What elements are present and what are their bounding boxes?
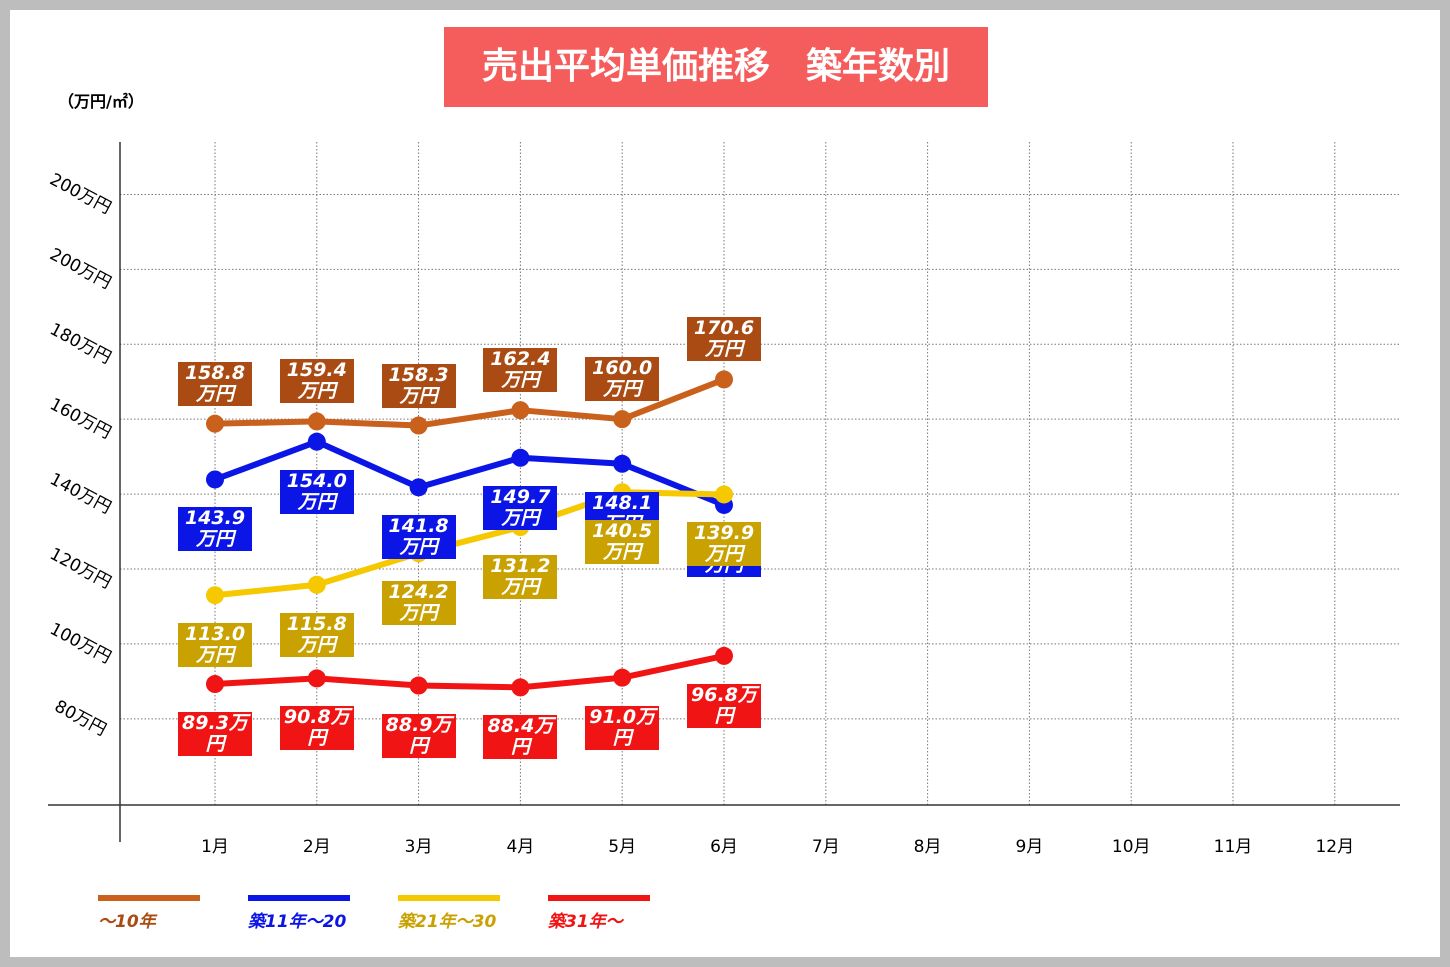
x-tick-label: 10月: [1112, 837, 1151, 857]
series-line: [213, 438, 726, 508]
data-label: 113.0万円: [178, 623, 252, 668]
data-label: 143.9万円: [178, 507, 252, 552]
data-point: [511, 448, 530, 467]
data-point: [307, 669, 326, 688]
x-tick-label: 7月: [812, 837, 840, 857]
x-tick-label: 4月: [506, 837, 534, 857]
data-point: [409, 676, 428, 695]
data-label: 124.2万円: [381, 581, 456, 626]
data-label: 140.5万円: [585, 520, 660, 565]
data-point: [613, 668, 632, 687]
data-label: 96.8万円: [687, 683, 761, 728]
data-point: [206, 586, 224, 605]
y-tick-label: 80万円: [51, 697, 110, 741]
y-tick-label: 140万円: [46, 469, 114, 518]
legend-label: ～10年: [98, 912, 156, 932]
data-label: 90.8万円: [279, 706, 354, 751]
x-tick-label: 6月: [710, 837, 738, 857]
data-label: 139.9万円: [687, 522, 761, 567]
y-tick-label: 120万円: [46, 544, 114, 593]
data-label: 91.0万円: [585, 705, 660, 750]
data-point: [613, 410, 632, 429]
data-label: 170.6万円: [687, 317, 761, 362]
x-tick-label: 9月: [1015, 837, 1043, 857]
data-point: [206, 470, 224, 489]
data-point: [409, 416, 428, 435]
data-point: [715, 370, 733, 389]
y-tick-label: 200万円: [46, 170, 114, 219]
data-label: 149.7万円: [483, 485, 558, 530]
data-point: [715, 485, 733, 504]
x-tick-label: 12月: [1315, 837, 1354, 857]
y-tick-label: 100万円: [46, 619, 114, 668]
data-point: [511, 678, 530, 697]
y-tick-label: 180万円: [46, 319, 114, 368]
y-axis-label: （万円/㎡）: [58, 92, 144, 111]
x-tick-label: 11月: [1214, 837, 1253, 857]
legend-label: 築21年～30: [398, 912, 497, 932]
data-point: [715, 646, 733, 665]
x-tick-label: 3月: [405, 837, 433, 857]
data-label: 160.0万円: [585, 357, 660, 402]
legend-label: 築11年～20: [248, 912, 347, 932]
data-label: 162.4万円: [483, 348, 558, 393]
data-point: [307, 575, 326, 594]
data-label: 88.9万円: [381, 713, 456, 758]
legend-label: 築31年～: [548, 912, 623, 932]
data-point: [409, 478, 428, 497]
data-label: 158.8万円: [178, 361, 252, 406]
series-line: [214, 652, 725, 691]
y-tick-label: 200万円: [46, 245, 114, 294]
data-label: 159.4万円: [279, 359, 354, 404]
x-tick-label: 8月: [914, 837, 942, 857]
data-label: 115.8万円: [279, 612, 354, 657]
data-label: 141.8万円: [381, 515, 456, 560]
x-tick-label: 5月: [608, 837, 636, 857]
data-point: [613, 454, 632, 473]
data-label: 89.3万円: [178, 712, 252, 756]
data-label: 131.2万円: [483, 555, 558, 600]
data-point: [206, 675, 224, 694]
data-label: 154.0万円: [279, 469, 354, 514]
chart-title: 売出平均単価推移 築年数別: [444, 27, 988, 107]
data-label: 158.3万円: [381, 363, 456, 408]
x-tick-label: 2月: [303, 837, 331, 857]
data-point: [307, 412, 326, 431]
data-point: [206, 414, 224, 433]
data-point: [511, 401, 530, 420]
y-tick-label: 160万円: [46, 394, 114, 443]
data-point: [307, 432, 326, 451]
series-line: [214, 376, 726, 429]
x-tick-label: 1月: [201, 837, 229, 857]
data-label: 88.4万円: [483, 715, 558, 760]
